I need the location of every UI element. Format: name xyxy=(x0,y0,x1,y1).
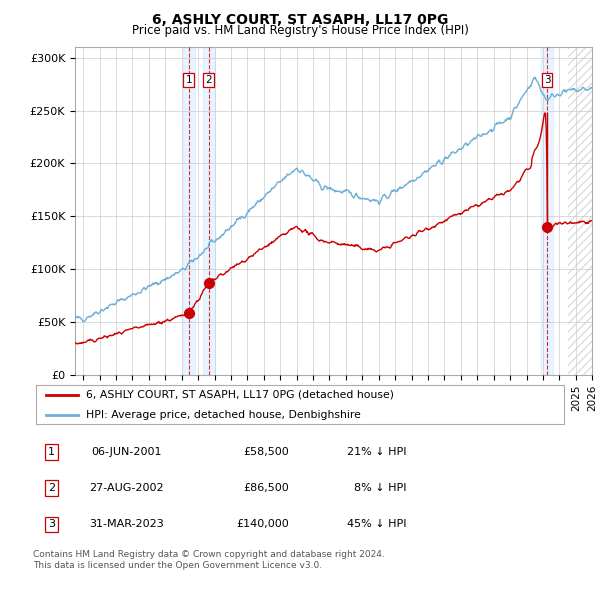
Text: 45% ↓ HPI: 45% ↓ HPI xyxy=(347,519,407,529)
Text: 06-JUN-2001: 06-JUN-2001 xyxy=(91,447,162,457)
Text: 2: 2 xyxy=(206,75,212,85)
Text: 3: 3 xyxy=(544,75,550,85)
Text: 21% ↓ HPI: 21% ↓ HPI xyxy=(347,447,407,457)
Text: 8% ↓ HPI: 8% ↓ HPI xyxy=(354,483,407,493)
Text: 2: 2 xyxy=(48,483,55,493)
Text: Contains HM Land Registry data © Crown copyright and database right 2024.
This d: Contains HM Land Registry data © Crown c… xyxy=(33,550,385,570)
Text: HPI: Average price, detached house, Denbighshire: HPI: Average price, detached house, Denb… xyxy=(86,409,361,419)
Text: 31-MAR-2023: 31-MAR-2023 xyxy=(89,519,164,529)
Text: 3: 3 xyxy=(48,519,55,529)
Text: Price paid vs. HM Land Registry's House Price Index (HPI): Price paid vs. HM Land Registry's House … xyxy=(131,24,469,37)
Bar xyxy=(541,47,553,375)
Bar xyxy=(203,47,215,375)
Text: 27-AUG-2002: 27-AUG-2002 xyxy=(89,483,164,493)
Text: £86,500: £86,500 xyxy=(244,483,289,493)
Text: £58,500: £58,500 xyxy=(244,447,289,457)
Text: 6, ASHLY COURT, ST ASAPH, LL17 0PG: 6, ASHLY COURT, ST ASAPH, LL17 0PG xyxy=(152,13,448,27)
Text: 1: 1 xyxy=(48,447,55,457)
Text: 6, ASHLY COURT, ST ASAPH, LL17 0PG (detached house): 6, ASHLY COURT, ST ASAPH, LL17 0PG (deta… xyxy=(86,390,394,400)
Text: £140,000: £140,000 xyxy=(236,519,289,529)
Text: 1: 1 xyxy=(185,75,192,85)
Bar xyxy=(183,47,194,375)
